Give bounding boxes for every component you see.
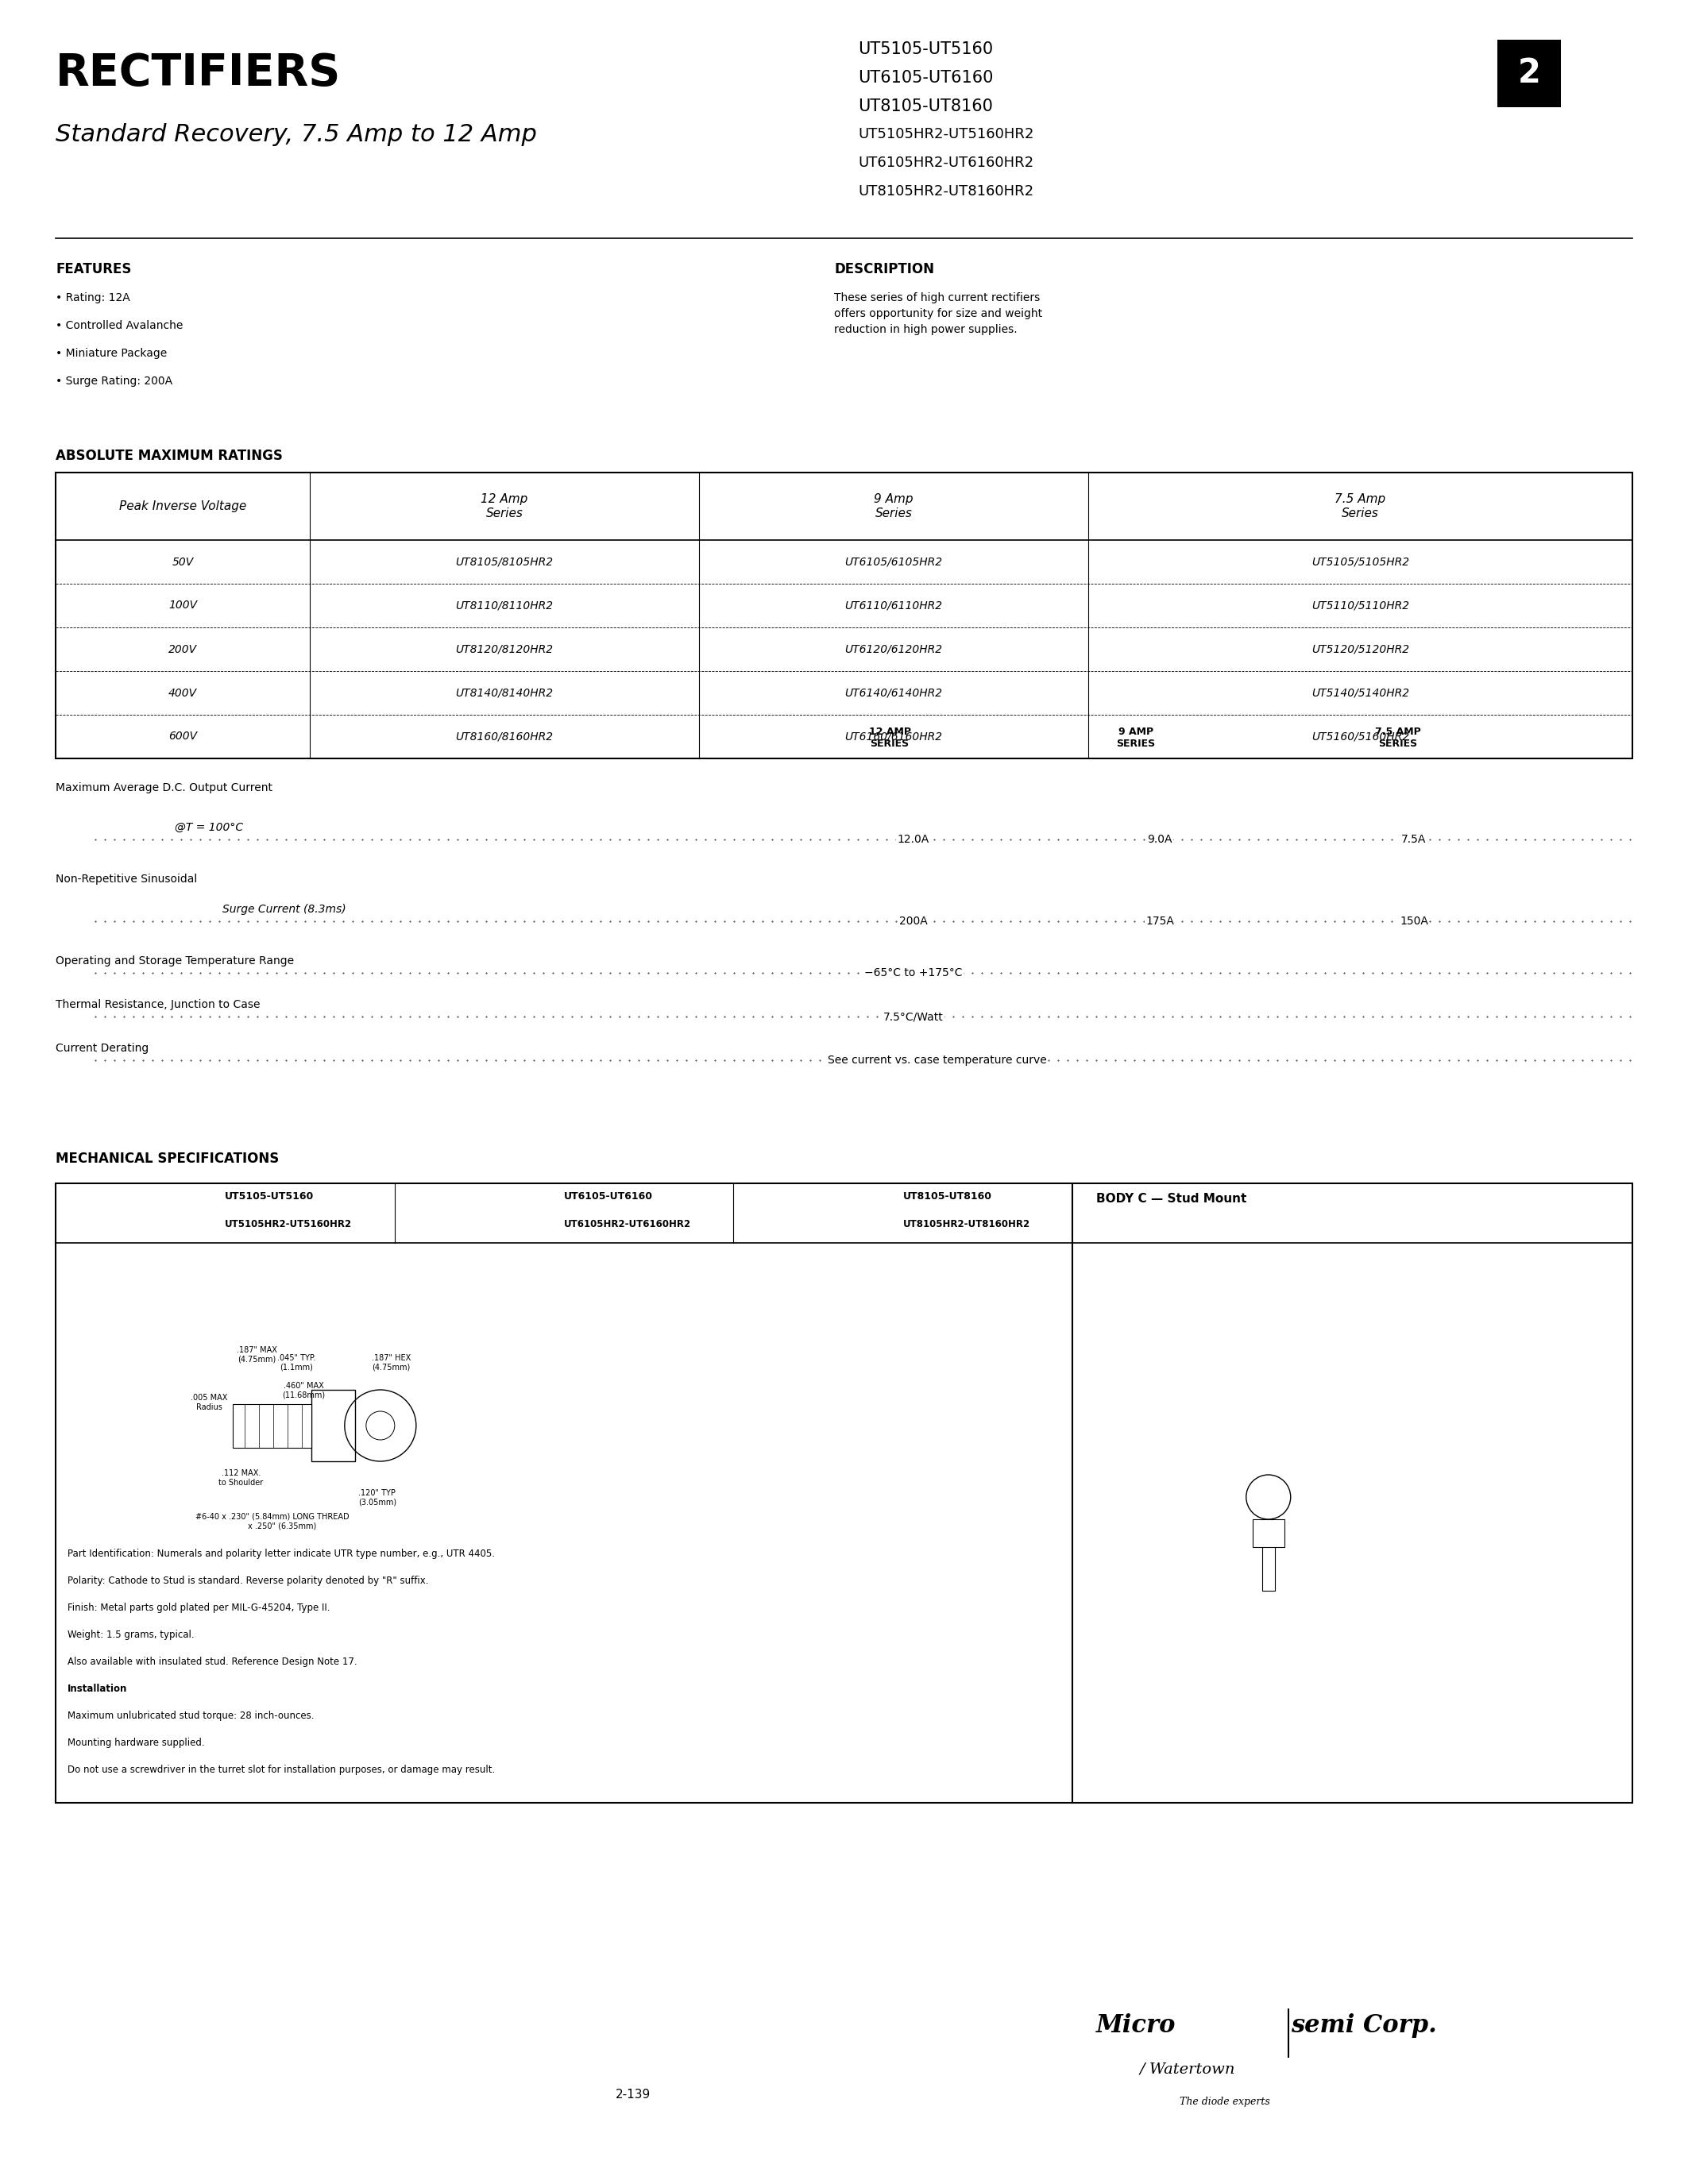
Bar [1263,1520,1274,1590]
Text: 12.0A: 12.0A [898,834,930,845]
Text: .460" MAX
(11.68mm): .460" MAX (11.68mm) [282,1382,326,1400]
Text: • Controlled Avalanche: • Controlled Avalanche [56,321,182,332]
Text: UT5105HR2-UT5160HR2: UT5105HR2-UT5160HR2 [858,127,1033,142]
Text: ABSOLUTE MAXIMUM RATINGS: ABSOLUTE MAXIMUM RATINGS [56,448,282,463]
Text: Polarity: Cathode to Stud is standard. Reverse polarity denoted by "R" suffix.: Polarity: Cathode to Stud is standard. R… [68,1575,429,1586]
Text: 175A: 175A [1146,915,1175,926]
Text: UT6105HR2-UT6160HR2: UT6105HR2-UT6160HR2 [564,1219,690,1230]
Text: UT6120/6120HR2: UT6120/6120HR2 [844,644,942,655]
Text: Current Derating: Current Derating [56,1042,149,1055]
Text: UT5105HR2-UT5160HR2: UT5105HR2-UT5160HR2 [225,1219,353,1230]
Text: UT8105/8105HR2: UT8105/8105HR2 [456,557,554,568]
Text: Part Identification: Numerals and polarity letter indicate UTR type number, e.g.: Part Identification: Numerals and polari… [68,1548,495,1559]
Text: UT6160/6160HR2: UT6160/6160HR2 [844,732,942,743]
Text: Installation: Installation [68,1684,127,1695]
Text: UT6105-UT6160: UT6105-UT6160 [564,1190,653,1201]
Text: Mounting hardware supplied.: Mounting hardware supplied. [68,1738,204,1747]
Text: UT8140/8140HR2: UT8140/8140HR2 [456,688,554,699]
Bar [56,472,1632,758]
Text: 400V: 400V [169,688,197,699]
Text: #6-40 x .230" (5.84mm) LONG THREAD
        x .250" (6.35mm): #6-40 x .230" (5.84mm) LONG THREAD x .25… [196,1514,349,1531]
Bar [1252,1520,1285,1546]
Text: • Rating: 12A: • Rating: 12A [56,293,130,304]
Text: DESCRIPTION: DESCRIPTION [834,262,933,277]
Text: .120" TYP
(3.05mm): .120" TYP (3.05mm) [358,1489,397,1507]
Text: UT8105HR2-UT8160HR2: UT8105HR2-UT8160HR2 [903,1219,1030,1230]
Text: .187" HEX
(4.75mm): .187" HEX (4.75mm) [371,1354,410,1372]
Text: −65°C to +175°C: −65°C to +175°C [864,968,962,978]
Text: 600V: 600V [169,732,197,743]
Text: .005 MAX
Radius: .005 MAX Radius [191,1393,228,1411]
Text: Also available with insulated stud. Reference Design Note 17.: Also available with insulated stud. Refe… [68,1658,358,1666]
Text: 12 AMP
SERIES: 12 AMP SERIES [869,727,912,749]
Text: UT8105-UT8160: UT8105-UT8160 [903,1190,993,1201]
Text: Peak Inverse Voltage: Peak Inverse Voltage [120,500,246,513]
Text: The diode experts: The diode experts [1180,2097,1269,2108]
Text: UT5105-UT5160: UT5105-UT5160 [225,1190,314,1201]
Text: UT5140/5140HR2: UT5140/5140HR2 [1312,688,1409,699]
Text: Do not use a screwdriver in the turret slot for installation purposes, or damage: Do not use a screwdriver in the turret s… [68,1765,495,1776]
Text: UT5105-UT5160: UT5105-UT5160 [858,41,993,57]
Text: UT8120/8120HR2: UT8120/8120HR2 [456,644,554,655]
Text: 200V: 200V [169,644,197,655]
Text: Non-Repetitive Sinusoidal: Non-Repetitive Sinusoidal [56,874,197,885]
Text: Finish: Metal parts gold plated per MIL-G-45204, Type II.: Finish: Metal parts gold plated per MIL-… [68,1603,331,1614]
Text: UT5160/5160HR2: UT5160/5160HR2 [1312,732,1409,743]
Text: 7.5 AMP
SERIES: 7.5 AMP SERIES [1376,727,1421,749]
Text: 200A: 200A [900,915,928,926]
Text: UT6105HR2-UT6160HR2: UT6105HR2-UT6160HR2 [858,155,1033,170]
Text: 12 Amp
Series: 12 Amp Series [481,494,528,520]
Text: UT8105HR2-UT8160HR2: UT8105HR2-UT8160HR2 [858,183,1033,199]
Text: 9.0A: 9.0A [1148,834,1171,845]
Text: RECTIFIERS: RECTIFIERS [56,52,341,94]
Text: • Miniature Package: • Miniature Package [56,347,167,358]
Text: Maximum unlubricated stud torque: 28 inch-ounces.: Maximum unlubricated stud torque: 28 inc… [68,1710,314,1721]
Text: • Surge Rating: 200A: • Surge Rating: 200A [56,376,172,387]
Text: 9 AMP
SERIES: 9 AMP SERIES [1116,727,1155,749]
Text: Standard Recovery, 7.5 Amp to 12 Amp: Standard Recovery, 7.5 Amp to 12 Amp [56,122,537,146]
Text: UT8105-UT8160: UT8105-UT8160 [858,98,993,114]
Text: 50V: 50V [172,557,194,568]
Text: UT5120/5120HR2: UT5120/5120HR2 [1312,644,1409,655]
Text: UT8160/8160HR2: UT8160/8160HR2 [456,732,554,743]
Text: BODY C — Stud Mount: BODY C — Stud Mount [1096,1192,1247,1206]
Text: 100V: 100V [169,601,197,612]
Text: 7.5°C/Watt: 7.5°C/Watt [883,1011,944,1022]
Text: 2-139: 2-139 [616,2088,650,2101]
Text: Weight: 1.5 grams, typical.: Weight: 1.5 grams, typical. [68,1629,194,1640]
Text: UT8110/8110HR2: UT8110/8110HR2 [456,601,554,612]
Text: .187" MAX
(4.75mm): .187" MAX (4.75mm) [236,1345,277,1363]
Text: Thermal Resistance, Junction to Case: Thermal Resistance, Junction to Case [56,998,260,1011]
Bar [1497,39,1561,107]
Bar [233,1404,312,1448]
Text: 2: 2 [1518,57,1541,90]
Text: semi Corp.: semi Corp. [1291,2014,1436,2038]
Bar [312,1389,356,1461]
Text: 150A: 150A [1399,915,1428,926]
Text: These series of high current rectifiers
offers opportunity for size and weight
r: These series of high current rectifiers … [834,293,1041,334]
Bar [56,1184,1072,1802]
Bar [1072,1184,1632,1802]
Text: UT6105/6105HR2: UT6105/6105HR2 [844,557,942,568]
Text: UT5110/5110HR2: UT5110/5110HR2 [1312,601,1409,612]
Text: .045" TYP.
(1.1mm): .045" TYP. (1.1mm) [277,1354,316,1372]
Text: 7.5 Amp
Series: 7.5 Amp Series [1335,494,1386,520]
Text: UT6105-UT6160: UT6105-UT6160 [858,70,993,85]
Text: UT5105/5105HR2: UT5105/5105HR2 [1312,557,1409,568]
Text: 7.5A: 7.5A [1401,834,1426,845]
Text: MECHANICAL SPECIFICATIONS: MECHANICAL SPECIFICATIONS [56,1151,279,1166]
Text: Surge Current (8.3ms): Surge Current (8.3ms) [223,904,346,915]
Text: @T⁣ = 100°C: @T⁣ = 100°C [176,821,243,832]
Text: Micro: Micro [1096,2014,1177,2038]
Text: Maximum Average D.C. Output Current: Maximum Average D.C. Output Current [56,782,272,793]
Text: UT6140/6140HR2: UT6140/6140HR2 [844,688,942,699]
Text: UT6110/6110HR2: UT6110/6110HR2 [844,601,942,612]
Text: 9 Amp
Series: 9 Amp Series [874,494,913,520]
Text: FEATURES: FEATURES [56,262,132,277]
Text: / Watertown: / Watertown [1139,2062,1236,2077]
Text: See current vs. case temperature curve: See current vs. case temperature curve [827,1055,1047,1066]
Text: Operating and Storage Temperature Range: Operating and Storage Temperature Range [56,954,294,968]
Text: .112 MAX.
to Shoulder: .112 MAX. to Shoulder [219,1470,263,1487]
